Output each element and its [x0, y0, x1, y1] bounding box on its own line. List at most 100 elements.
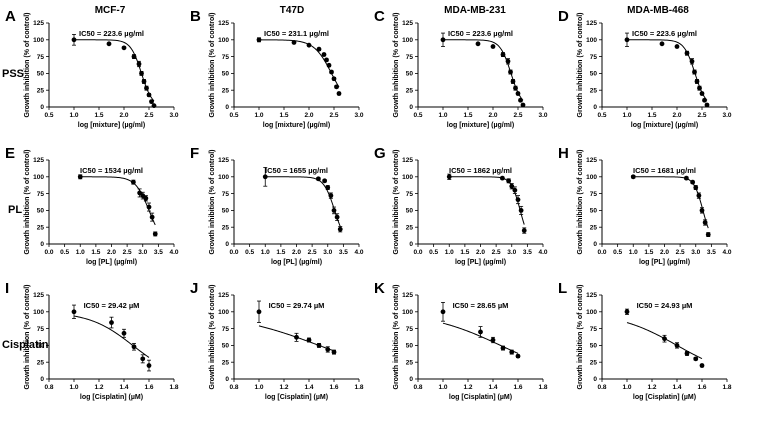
x-tick-label: 2.0	[660, 249, 669, 256]
y-tick-label: 25	[590, 87, 598, 94]
data-point	[506, 178, 512, 184]
x-tick-label: 1.0	[261, 249, 270, 256]
y-tick-label: 125	[33, 157, 44, 164]
x-tick-label: 3.5	[523, 249, 532, 256]
panel-letter: F	[190, 145, 199, 162]
x-tick-label: 2.0	[292, 249, 301, 256]
y-tick-label: 100	[402, 37, 413, 44]
data-point	[505, 58, 511, 64]
x-tick-label: 1.5	[91, 249, 100, 256]
x-tick-label: 3.0	[169, 112, 178, 119]
panel-letter: K	[374, 280, 385, 297]
x-tick-label: 1.5	[647, 112, 656, 119]
y-tick-label: 25	[590, 224, 598, 231]
y-axis-label: Growth inhibition (% of control)	[24, 13, 31, 118]
y-tick-label: 125	[33, 292, 44, 299]
y-tick-label: 50	[406, 71, 414, 78]
data-point	[662, 336, 667, 342]
data-point	[331, 76, 337, 82]
x-tick-label: 1.8	[169, 384, 178, 391]
y-tick-label: 50	[406, 343, 414, 350]
x-tick-label: 1.0	[622, 384, 631, 391]
panel-letter: G	[374, 145, 386, 162]
data-point	[334, 84, 339, 90]
x-tick-label: 4.0	[538, 249, 547, 256]
y-tick-label: 25	[406, 224, 414, 231]
y-tick-label: 125	[402, 292, 413, 299]
column-title: MDA-MB-231	[444, 5, 506, 16]
y-tick-label: 50	[37, 71, 45, 78]
y-tick-label: 75	[406, 191, 414, 198]
y-tick-label: 25	[590, 359, 598, 366]
data-point	[624, 37, 630, 43]
x-tick-label: 0.5	[613, 249, 622, 256]
x-tick-label: 1.0	[69, 112, 78, 119]
data-point	[322, 178, 328, 184]
panel-letter: B	[190, 8, 201, 25]
data-point	[326, 62, 332, 68]
panel-letter: L	[558, 280, 567, 297]
data-point	[513, 85, 518, 91]
panel-g: G 0 25 50 75 100 125 0.0 0.5 1.0 1.5 2.0 2.5 3.0 3.5 4.…	[374, 145, 548, 266]
x-tick-label: 1.2	[463, 384, 472, 391]
data-point	[328, 193, 334, 199]
data-point	[131, 344, 137, 350]
x-tick-label: 2.5	[492, 249, 501, 256]
x-tick-label: 3.5	[339, 249, 348, 256]
x-tick-label: 1.8	[722, 384, 731, 391]
y-tick-label: 50	[590, 208, 598, 215]
x-axis-label: log [PL] (µg/ml)	[455, 259, 506, 266]
x-axis-label: log [PL] (µg/ml)	[639, 259, 690, 266]
panel-letter: C	[374, 8, 385, 25]
data-point	[256, 37, 262, 43]
panel-a: A 0 25 50 75 100 125 0.5 1.0 1.5 2.0 2.5 3.0 log [mix…	[5, 8, 179, 129]
y-tick-label: 0	[40, 241, 44, 248]
data-point	[697, 85, 702, 91]
x-tick-label: 0.8	[597, 384, 606, 391]
panel-letter: E	[5, 145, 15, 162]
x-tick-label: 1.6	[144, 384, 153, 391]
ic50-label: IC50 = 231.1 µg/ml	[264, 29, 329, 38]
y-tick-label: 75	[37, 326, 45, 333]
y-tick-label: 75	[406, 54, 414, 61]
panel-f: F 0 25 50 75 100 125 0.0 0.5 1.0 1.5 2.0 2.5 3.0 3.5 4.…	[190, 145, 364, 266]
y-tick-label: 50	[222, 343, 230, 350]
data-point	[130, 179, 136, 185]
x-tick-label: 1.6	[697, 384, 706, 391]
data-point	[337, 226, 343, 232]
ic50-label: IC50 = 1681 µg/ml	[633, 166, 696, 175]
data-point	[702, 97, 707, 103]
x-axis-label: log [mixture] (µg/ml)	[447, 122, 514, 129]
panel-e: E 0 25 50 75 100 125 0.0 0.5 1.0 1.5 2.0 2.5 3.0 3.5 4.…	[5, 145, 179, 266]
data-point	[684, 50, 690, 56]
y-axis-label: Growth inhibition (% of control)	[209, 13, 216, 118]
data-point	[316, 343, 322, 348]
x-tick-label: 1.0	[254, 112, 263, 119]
y-tick-label: 50	[37, 343, 45, 350]
x-tick-label: 1.4	[119, 384, 128, 391]
data-point	[659, 41, 665, 47]
y-tick-label: 100	[33, 174, 44, 181]
y-tick-label: 100	[586, 174, 597, 181]
data-point	[71, 309, 77, 315]
x-axis-label: log [mixture] (µg/ml)	[631, 122, 698, 129]
panel-h: H 0 25 50 75 100 125 0.0 0.5 1.0 1.5 2.0 2.5 3.0 3.5 4.…	[558, 145, 732, 266]
panel-j: J 0 25 50 75 100 125 0.8 1.0 1.2 1.4 1.6 1.8 log [Cis…	[190, 280, 364, 401]
x-tick-label: 1.4	[488, 384, 497, 391]
x-tick-label: 2.0	[304, 112, 313, 119]
y-tick-label: 75	[406, 326, 414, 333]
x-tick-label: 1.0	[622, 112, 631, 119]
fit-curve	[73, 315, 150, 358]
data-point	[152, 231, 158, 237]
y-tick-label: 0	[225, 241, 229, 248]
data-point	[140, 193, 146, 199]
fit-curve	[443, 39, 524, 101]
data-point	[478, 329, 483, 335]
y-axis-label: Growth inhibition (% of control)	[393, 285, 400, 390]
panel-k: K 0 25 50 75 100 125 0.8 1.0 1.2 1.4 1.6 1.8 log [Cis…	[374, 280, 548, 401]
data-point	[446, 174, 452, 180]
y-tick-label: 0	[409, 241, 413, 248]
x-tick-label: 2.5	[697, 112, 706, 119]
x-tick-label: 1.5	[644, 249, 653, 256]
data-point	[699, 208, 705, 213]
